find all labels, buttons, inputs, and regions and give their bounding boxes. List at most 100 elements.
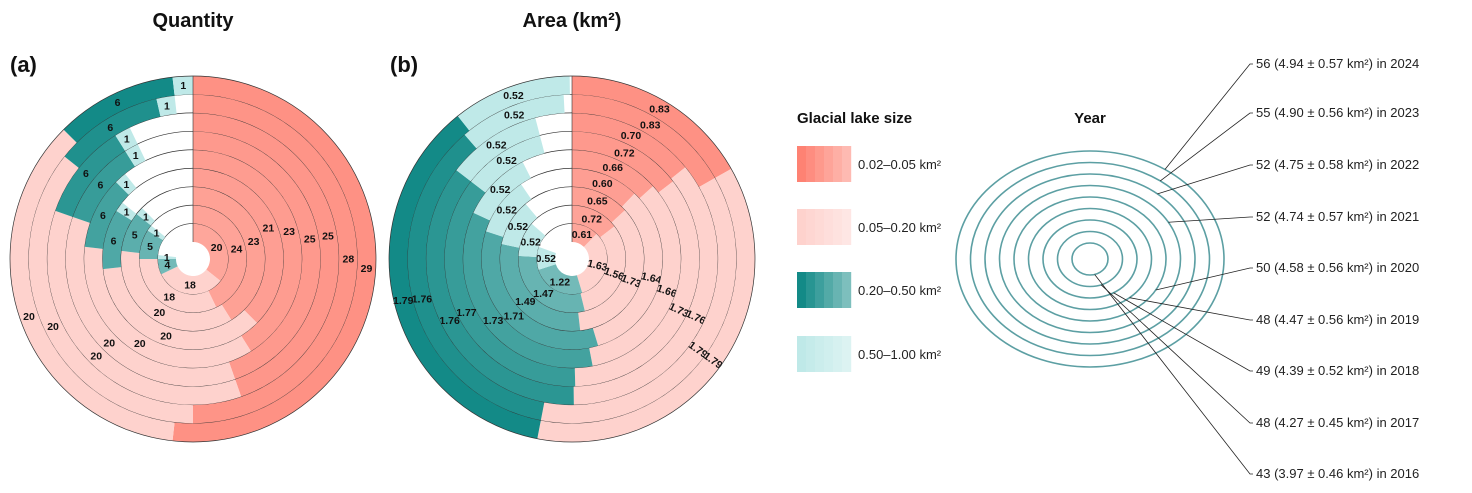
chart-b-label-2024-s3: 0.52 bbox=[503, 90, 524, 102]
chart-a-label-2023-s0: 28 bbox=[342, 254, 354, 266]
chart-a-segment-2018-s0 bbox=[193, 186, 266, 321]
chart-a-label-2018-s2: 5 bbox=[132, 229, 138, 241]
chart-b-radial: 0.611.631.220.520.721.561.470.520.651.73… bbox=[388, 75, 756, 443]
chart-b-label-2018-s0: 0.65 bbox=[587, 196, 608, 208]
year-leader-6 bbox=[1113, 292, 1253, 372]
chart-a-label-2022-s3: 1 bbox=[124, 134, 130, 146]
chart-a-label-2017-s0: 24 bbox=[231, 244, 243, 256]
year-leader-4 bbox=[1155, 267, 1253, 291]
legend-swatch-3-shade-2 bbox=[815, 336, 825, 372]
chart-a-label-2022-s1: 20 bbox=[90, 350, 102, 362]
chart-a-segment-2018-s2 bbox=[121, 213, 151, 253]
chart-b-segment-2020-s0 bbox=[572, 149, 654, 199]
chart-a-segment-2022-s1 bbox=[46, 210, 242, 406]
chart-b-segment-2019-s2 bbox=[481, 231, 599, 350]
chart-a-label-2016-s1: 18 bbox=[184, 280, 196, 292]
chart-a-segment-2021-s3 bbox=[125, 143, 146, 167]
chart-a-segment-2017-s1 bbox=[139, 259, 217, 313]
chart-b-label-2017-s0: 0.72 bbox=[582, 213, 603, 225]
chart-b-label-2018-s2: 1.49 bbox=[515, 296, 536, 308]
chart-b-segment-2022-s0 bbox=[572, 112, 686, 179]
chart-a-segment-2016-s1 bbox=[161, 266, 221, 295]
chart-a-segment-2021-s1 bbox=[65, 216, 236, 387]
legend-swatch-3-shade-3 bbox=[824, 336, 834, 372]
chart-a-label-2020-s1: 20 bbox=[134, 338, 146, 350]
chart-b-segment-2023-s0 bbox=[572, 94, 716, 188]
chart-b-segment-2019-s3 bbox=[485, 183, 532, 237]
chart-b-label-2017-s2: 1.47 bbox=[533, 288, 554, 300]
chart-b-segment-2020-s2 bbox=[462, 212, 593, 369]
year-label-2: 52 (4.75 ± 0.58 km²) in 2022 bbox=[1256, 157, 1419, 172]
chart-a-label-2022-s2: 6 bbox=[83, 168, 89, 180]
chart-a-label-2018-s3: 1 bbox=[143, 211, 149, 223]
year-leader-1 bbox=[1159, 112, 1253, 182]
chart-b-segment-2018-s3 bbox=[501, 203, 538, 248]
chart-a-label-2021-s2: 6 bbox=[97, 180, 103, 192]
chart-a-label-2017-s1: 18 bbox=[163, 291, 175, 303]
year-leader-8 bbox=[1094, 274, 1253, 475]
chart-b-segment-2021-s3 bbox=[470, 135, 545, 193]
size-legend-title: Glacial lake size bbox=[797, 110, 912, 127]
chart-b-segment-2016-s3 bbox=[536, 246, 557, 270]
chart-a-segment-2023-s1 bbox=[28, 156, 194, 424]
legend-swatch-0-shade-2 bbox=[815, 146, 825, 182]
chart-a-segment-2022-s3 bbox=[115, 127, 138, 151]
chart-a-segment-2020-s1 bbox=[83, 246, 252, 369]
size-legend: 0.02–0.05 km² 0.05–0.20 km² 0.20–0.50 km² 0… bbox=[797, 146, 942, 372]
chart-a-label-2016-s0: 20 bbox=[211, 242, 223, 254]
legend-swatch-1-shade-5 bbox=[842, 209, 852, 245]
legend-swatch-2-shade-4 bbox=[833, 272, 843, 308]
year-leader-2 bbox=[1157, 164, 1253, 195]
chart-b-segment-2018-s2 bbox=[499, 243, 581, 332]
chart-a-segment-2024-s2 bbox=[63, 77, 175, 143]
chart-b-segment-2016-s1 bbox=[576, 233, 608, 293]
chart-b-label-2022-s3: 0.52 bbox=[486, 139, 507, 151]
legend-swatch-2-shade-3 bbox=[824, 272, 834, 308]
legend-swatch-0-shade-3 bbox=[824, 146, 834, 182]
chart-b-segment-2024-s1 bbox=[537, 168, 755, 442]
chart-b-segment-2020-s1 bbox=[589, 186, 682, 367]
chart-a-label-2024-s1: 20 bbox=[23, 311, 35, 323]
chart-a-segment-2020-s0 bbox=[193, 149, 303, 352]
chart-b-segment-2017-s1 bbox=[580, 226, 626, 312]
chart-a-label-2024-s0: 29 bbox=[361, 263, 373, 275]
chart-b-label-2022-s2: 1.76 bbox=[439, 315, 460, 327]
chart-a-label-2017-s2: 5 bbox=[147, 241, 153, 253]
chart-b-label-2020-s2: 1.73 bbox=[483, 315, 504, 327]
chart-b-label-2021-s2: 1.77 bbox=[456, 307, 477, 319]
chart-b-label-2019-s3: 0.52 bbox=[496, 205, 517, 217]
chart-a-segment-2024-s1 bbox=[9, 129, 175, 441]
chart-b-segment-2021-s1 bbox=[574, 181, 700, 387]
legend-swatch-1-shade-3 bbox=[824, 209, 834, 245]
chart-a-label-2016-s3: 1 bbox=[164, 252, 170, 264]
chart-a-segment-2021-s0 bbox=[193, 131, 321, 380]
year-ring-4 bbox=[998, 184, 1182, 334]
chart-b-label-2024-s0: 0.83 bbox=[649, 103, 670, 115]
legend-label-1: 0.05–0.20 km² bbox=[858, 220, 942, 235]
chart-a-label-2020-s3: 1 bbox=[123, 179, 129, 191]
chart-b-label-2016-s1: 1.63 bbox=[586, 257, 609, 274]
chart-a-segment-2023-s0 bbox=[193, 94, 358, 424]
chart-b-segment-2023-s3 bbox=[464, 94, 565, 149]
chart-b-label-2022-s0: 0.70 bbox=[621, 130, 642, 142]
panel-b-label: (b) bbox=[390, 52, 418, 77]
chart-a-segment-2016-s2 bbox=[157, 259, 178, 275]
chart-b-segment-2024-s2 bbox=[389, 116, 541, 439]
year-label-6: 49 (4.39 ± 0.52 km²) in 2018 bbox=[1256, 363, 1419, 378]
chart-b-label-2016-s2: 1.22 bbox=[550, 277, 571, 289]
chart-b-segment-2017-s3 bbox=[518, 223, 546, 257]
chart-a-label-2021-s1: 20 bbox=[103, 337, 115, 349]
chart-a-segment-2019-s1 bbox=[102, 267, 258, 350]
chart-b-segment-2023-s1 bbox=[540, 177, 737, 424]
chart-a-label-2022-s0: 25 bbox=[322, 231, 334, 243]
chart-a-segment-2019-s0 bbox=[193, 168, 284, 324]
chart-a-label-2024-s2: 6 bbox=[115, 97, 121, 109]
year-legend-title: Year bbox=[1074, 110, 1106, 127]
chart-b-label-2021-s3: 0.52 bbox=[496, 155, 517, 167]
chart-a-segment-2023-s3 bbox=[156, 95, 177, 117]
chart-b-label-2016-s0: 0.61 bbox=[572, 229, 593, 241]
chart-b-label-2017-s3: 0.52 bbox=[520, 237, 541, 249]
panel-a-label: (a) bbox=[10, 52, 37, 77]
chart-b-segment-2020-s3 bbox=[473, 161, 531, 221]
